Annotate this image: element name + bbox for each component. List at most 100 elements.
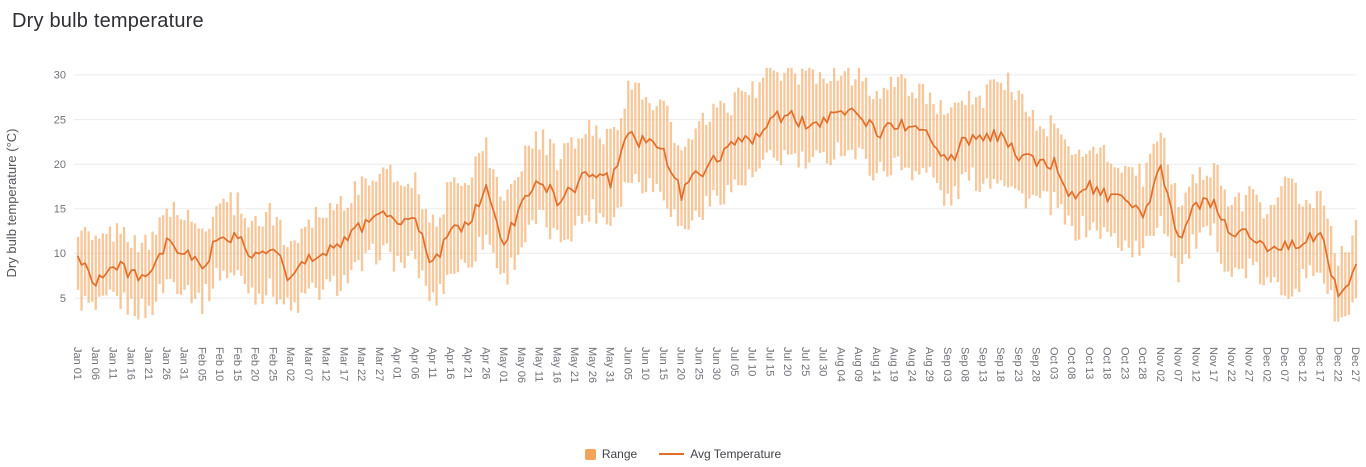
- legend-item-avg-temperature[interactable]: Avg Temperature: [659, 447, 781, 461]
- range-bar: [183, 220, 186, 290]
- x-tick-label: Mar 07: [302, 347, 314, 381]
- range-bar: [442, 214, 445, 295]
- range-bar: [105, 234, 108, 296]
- x-tick-label: Sep 28: [1030, 347, 1042, 382]
- range-bar: [896, 76, 900, 157]
- range-bar: [1319, 190, 1322, 273]
- range-bar: [1266, 214, 1269, 278]
- y-axis-title: Dry bulb temperature (°C): [4, 129, 19, 278]
- range-bar: [928, 92, 932, 167]
- range-bar: [1006, 72, 1010, 188]
- range-bar: [275, 216, 278, 305]
- range-bar: [886, 89, 889, 177]
- range-bar: [1251, 189, 1255, 266]
- range-bar: [154, 234, 158, 302]
- range-bar: [872, 99, 875, 181]
- range-bar: [925, 103, 928, 173]
- range-bar: [740, 90, 743, 186]
- range-bar: [563, 143, 566, 241]
- x-tick-label: Oct 03: [1047, 347, 1059, 379]
- range-bar: [194, 223, 197, 299]
- range-bar: [722, 103, 726, 205]
- range-bar: [421, 209, 424, 271]
- y-tick-label: 15: [54, 204, 66, 216]
- range-bar: [1259, 202, 1262, 285]
- range-bar: [904, 78, 907, 168]
- range-bar: [1120, 172, 1123, 252]
- range-bar: [172, 201, 175, 283]
- range-bar: [620, 118, 623, 207]
- x-tick-label: Jun 20: [675, 347, 687, 380]
- range-bar: [975, 97, 978, 191]
- range-bar: [133, 235, 136, 317]
- range-bar: [350, 203, 353, 271]
- range-bar: [641, 99, 644, 194]
- range-bar: [634, 82, 637, 174]
- x-tick-label: Feb 05: [195, 347, 207, 381]
- range-bar: [946, 113, 949, 194]
- range-bar: [304, 226, 307, 294]
- range-bar: [179, 219, 183, 295]
- range-bar: [1148, 153, 1152, 236]
- range-bar: [80, 230, 83, 311]
- range-bar: [730, 115, 733, 193]
- range-bar: [300, 228, 303, 293]
- range-bar: [808, 67, 811, 163]
- range-bar: [1354, 219, 1358, 299]
- x-tick-label: Jul 10: [746, 347, 758, 376]
- range-bar: [87, 231, 90, 303]
- range-bar: [478, 153, 481, 237]
- x-tick-label: Feb 10: [213, 347, 225, 381]
- range-bar: [502, 200, 506, 274]
- range-bar: [328, 202, 332, 282]
- range-bar: [815, 83, 818, 151]
- range-bar: [818, 72, 822, 154]
- range-bar: [680, 150, 683, 226]
- legend-item-range[interactable]: Range: [584, 447, 637, 461]
- range-bar: [296, 243, 300, 313]
- range-bar: [591, 135, 594, 200]
- range-bar: [1340, 245, 1343, 318]
- range-bar: [233, 215, 236, 276]
- range-bar: [996, 81, 999, 184]
- range-bar: [126, 242, 129, 315]
- x-tick-label: Oct 08: [1065, 347, 1077, 379]
- range-bar: [318, 217, 321, 300]
- range-bar: [382, 167, 385, 246]
- range-bar: [811, 69, 814, 158]
- range-bar: [566, 142, 570, 240]
- range-bar: [1315, 191, 1319, 273]
- range-bar: [989, 79, 992, 189]
- range-bar: [353, 181, 357, 263]
- range-bar: [1287, 177, 1290, 299]
- range-bar: [857, 67, 861, 148]
- range-bar: [165, 208, 168, 280]
- range-bar: [325, 217, 328, 280]
- range-bar: [1219, 185, 1223, 264]
- range-bar: [1173, 183, 1177, 258]
- x-tick-label: Apr 21: [462, 347, 474, 379]
- x-tick-label: Nov 12: [1189, 347, 1201, 382]
- range-bar: [1092, 146, 1095, 223]
- range-bar: [1212, 163, 1216, 224]
- range-bar: [939, 100, 942, 191]
- x-tick-label: Jul 25: [799, 347, 811, 376]
- x-tick-label: Dec 02: [1260, 347, 1272, 382]
- range-bar: [282, 244, 286, 305]
- range-bar: [900, 74, 903, 171]
- x-tick-label: Jan 21: [142, 347, 154, 380]
- x-tick-label: Aug 09: [852, 347, 864, 382]
- range-bar: [783, 72, 786, 151]
- range-bar: [272, 225, 275, 297]
- range-bar: [509, 183, 513, 258]
- x-tick-label: Jun 10: [639, 347, 651, 380]
- range-bar: [1031, 109, 1035, 195]
- range-bar: [879, 98, 882, 162]
- range-bar: [889, 76, 893, 176]
- range-bar: [1170, 184, 1173, 257]
- range-bar: [1081, 156, 1084, 217]
- range-bar: [197, 228, 200, 293]
- range-bar: [1177, 207, 1180, 283]
- range-bar: [314, 207, 317, 288]
- x-tick-label: Mar 27: [373, 347, 385, 381]
